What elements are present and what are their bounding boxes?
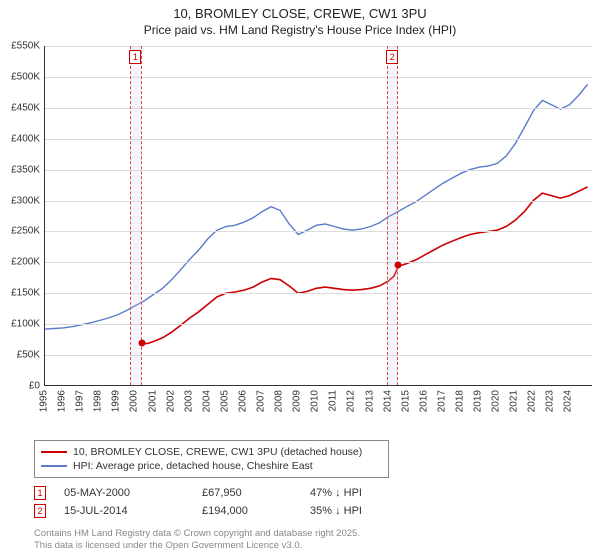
sale-rows: 1 05-MAY-2000 £67,950 47% ↓ HPI 2 15-JUL-2014… (34, 484, 362, 520)
sale-marker: 1 (129, 50, 141, 64)
legend-swatch (41, 451, 67, 453)
chart-container: 10, BROMLEY CLOSE, CREWE, CW1 3PU Price … (0, 0, 600, 560)
x-axis-label: 2022 (527, 390, 538, 412)
sale-number: 2 (34, 504, 46, 518)
gridline (45, 293, 592, 294)
sale-price: £194,000 (202, 505, 292, 517)
y-axis-label: £300K (11, 195, 40, 206)
x-axis-label: 2000 (129, 390, 140, 412)
x-axis-label: 2005 (219, 390, 230, 412)
x-axis-label: 2003 (183, 390, 194, 412)
x-axis-label: 2018 (454, 390, 465, 412)
x-axis-label: 2010 (310, 390, 321, 412)
sale-vs-hpi: 35% ↓ HPI (310, 505, 362, 517)
footer: Contains HM Land Registry data © Crown c… (34, 528, 360, 553)
sale-date: 15-JUL-2014 (64, 505, 184, 517)
x-axis-label: 2017 (436, 390, 447, 412)
series-price_paid (142, 187, 588, 344)
legend-item: HPI: Average price, detached house, Ches… (41, 459, 382, 473)
x-axis-label: 2014 (382, 390, 393, 412)
x-axis-label: 2002 (165, 390, 176, 412)
x-axis-label: 2001 (147, 390, 158, 412)
y-axis-label: £450K (11, 102, 40, 113)
sale-number: 1 (34, 486, 46, 500)
y-axis-label: £550K (11, 41, 40, 52)
y-axis-label: £200K (11, 257, 40, 268)
legend-label: HPI: Average price, detached house, Ches… (73, 460, 313, 472)
x-axis-label: 2015 (400, 390, 411, 412)
y-axis-label: £50K (17, 350, 40, 361)
chart-lines (45, 46, 593, 386)
legend-swatch (41, 465, 67, 467)
chart-subtitle: Price paid vs. HM Land Registry's House … (0, 21, 600, 43)
chart-title: 10, BROMLEY CLOSE, CREWE, CW1 3PU (0, 0, 600, 21)
x-axis-label: 2004 (201, 390, 212, 412)
footer-line1: Contains HM Land Registry data © Crown c… (34, 528, 360, 540)
sale-band (387, 46, 399, 385)
y-axis-label: £400K (11, 133, 40, 144)
x-axis-label: 2013 (364, 390, 375, 412)
y-axis-label: £500K (11, 71, 40, 82)
x-axis-label: 2011 (328, 390, 339, 412)
gridline (45, 324, 592, 325)
x-axis-label: 1996 (57, 390, 68, 412)
x-axis-label: 2023 (545, 390, 556, 412)
x-axis-label: 2021 (509, 390, 520, 412)
gridline (45, 139, 592, 140)
footer-line2: This data is licensed under the Open Gov… (34, 540, 360, 552)
x-axis-label: 2007 (256, 390, 267, 412)
sale-price: £67,950 (202, 487, 292, 499)
x-axis-label: 1999 (111, 390, 122, 412)
sale-row: 2 15-JUL-2014 £194,000 35% ↓ HPI (34, 502, 362, 520)
x-axis-label: 1998 (93, 390, 104, 412)
sale-dot (138, 340, 145, 347)
x-axis-label: 1997 (75, 390, 86, 412)
sale-band (130, 46, 142, 385)
x-axis-label: 2008 (274, 390, 285, 412)
chart-area: 12 £0£50K£100K£150K£200K£250K£300K£350K£… (44, 46, 592, 406)
x-axis-label: 1995 (39, 390, 50, 412)
gridline (45, 46, 592, 47)
y-axis-label: £100K (11, 319, 40, 330)
x-axis-label: 2019 (473, 390, 484, 412)
sale-date: 05-MAY-2000 (64, 487, 184, 499)
gridline (45, 77, 592, 78)
x-axis-label: 2024 (563, 390, 574, 412)
x-axis-label: 2020 (491, 390, 502, 412)
sale-marker: 2 (386, 50, 398, 64)
legend-label: 10, BROMLEY CLOSE, CREWE, CW1 3PU (detac… (73, 446, 362, 458)
gridline (45, 108, 592, 109)
sale-row: 1 05-MAY-2000 £67,950 47% ↓ HPI (34, 484, 362, 502)
gridline (45, 201, 592, 202)
x-axis-label: 2016 (418, 390, 429, 412)
sale-vs-hpi: 47% ↓ HPI (310, 487, 362, 499)
y-axis-label: £250K (11, 226, 40, 237)
x-axis-label: 2012 (346, 390, 357, 412)
legend-item: 10, BROMLEY CLOSE, CREWE, CW1 3PU (detac… (41, 445, 382, 459)
gridline (45, 170, 592, 171)
gridline (45, 231, 592, 232)
gridline (45, 355, 592, 356)
sale-dot (395, 262, 402, 269)
y-axis-label: £150K (11, 288, 40, 299)
x-axis-label: 2006 (237, 390, 248, 412)
x-axis-label: 2009 (292, 390, 303, 412)
gridline (45, 262, 592, 263)
y-axis-label: £350K (11, 164, 40, 175)
legend: 10, BROMLEY CLOSE, CREWE, CW1 3PU (detac… (34, 440, 389, 478)
plot-region: 12 (44, 46, 592, 386)
